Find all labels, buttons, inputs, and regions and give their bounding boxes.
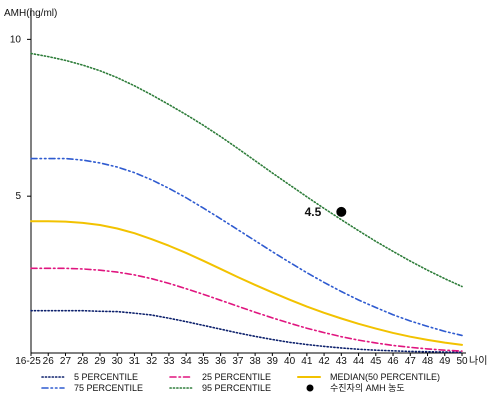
legend-marker-swatch bbox=[306, 384, 314, 392]
x-tick-label: 32 bbox=[146, 356, 158, 367]
x-tick-label: 38 bbox=[250, 356, 262, 367]
series-line-median-50-percentile bbox=[30, 220, 463, 346]
x-axis-title: 나이 bbox=[469, 355, 487, 367]
x-tick-label: 37 bbox=[232, 356, 244, 367]
x-tick-label: 47 bbox=[405, 356, 417, 367]
x-tick-label: 40 bbox=[284, 356, 296, 367]
x-tick-label: 44 bbox=[353, 356, 365, 367]
x-tick-label: 41 bbox=[301, 356, 313, 367]
x-tick-label: 50 bbox=[456, 356, 468, 367]
x-tick-label: 27 bbox=[60, 356, 72, 367]
legend-label: MEDIAN(50 PERCENTILE) bbox=[330, 372, 440, 382]
legend: 5 PERCENTILE 25 PERCENTILE MEDIAN(50 PERCE… bbox=[41, 372, 440, 393]
x-tick-label: 35 bbox=[198, 356, 210, 367]
series-layer bbox=[30, 52, 463, 354]
series-line-95-percentile bbox=[30, 52, 463, 288]
legend-label: 75 PERCENTILE bbox=[74, 383, 143, 393]
marker-layer: 4.5 bbox=[305, 205, 347, 219]
series-line-25-percentile bbox=[30, 267, 463, 352]
axes: 5 10 16-25 26 27 28 29 30 31 32 33 34 35 36 37 38 39 40 41… bbox=[10, 8, 468, 367]
x-tick-label: 28 bbox=[77, 356, 89, 367]
x-tick-label: 45 bbox=[370, 356, 382, 367]
legend-label: 25 PERCENTILE bbox=[202, 372, 271, 382]
patient-amh-marker bbox=[336, 206, 347, 217]
x-tick-label: 46 bbox=[387, 356, 399, 367]
x-tick-label: 31 bbox=[129, 356, 141, 367]
x-tick-label: 16-25 bbox=[15, 356, 41, 367]
series-line-75-percentile bbox=[30, 157, 463, 337]
y-tick-label: 5 bbox=[15, 191, 21, 202]
series-line-5-percentile bbox=[30, 309, 463, 354]
x-tick-label: 39 bbox=[267, 356, 279, 367]
x-tick-label: 36 bbox=[215, 356, 227, 367]
x-tick-label: 33 bbox=[163, 356, 175, 367]
legend-label: 수진자의 AMH 농도 bbox=[330, 383, 405, 393]
patient-amh-value-label: 4.5 bbox=[305, 205, 322, 219]
x-tick-label: 43 bbox=[336, 356, 348, 367]
x-tick-label: 49 bbox=[439, 356, 451, 367]
x-tick-label: 34 bbox=[181, 356, 193, 367]
x-tick-label: 30 bbox=[112, 356, 124, 367]
legend-label: 95 PERCENTILE bbox=[202, 383, 271, 393]
x-tick-label: 29 bbox=[94, 356, 106, 367]
x-tick-label: 26 bbox=[43, 356, 55, 367]
x-tick-label: 48 bbox=[422, 356, 434, 367]
y-tick-label: 10 bbox=[10, 34, 22, 45]
legend-label: 5 PERCENTILE bbox=[74, 372, 138, 382]
x-tick-label: 42 bbox=[319, 356, 331, 367]
